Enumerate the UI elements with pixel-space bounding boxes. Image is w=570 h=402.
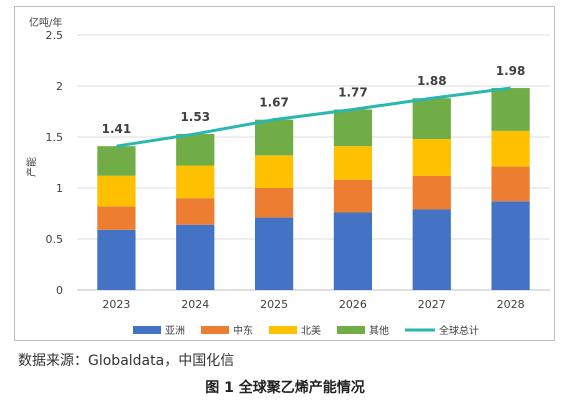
figure-caption: 图 1 全球聚乙烯产能情况 [205,380,365,396]
y-tick-label: 2 [56,80,63,93]
total-line [116,86,511,148]
bar-segment [97,146,136,176]
bar-segment [412,98,451,140]
bar-segment [491,166,530,202]
total-data-label: 1.53 [180,110,210,124]
y-tick-label: 2.5 [46,29,64,42]
bar-segment [254,217,294,290]
bar-segment [412,209,451,290]
y-tick-label: 0 [56,284,63,297]
bar-segment [254,155,294,188]
bar-segment [333,109,373,147]
x-tick-label: 2025 [260,298,288,311]
bar-segment [176,133,215,166]
y-tick-label: 1.5 [46,131,64,144]
x-tick-label: 2024 [181,298,209,311]
bar-segment [333,146,373,180]
y-tick-label: 1 [56,182,63,195]
total-data-label: 1.67 [259,96,289,110]
bar-segment [97,206,136,230]
bar-segment [176,224,215,290]
legend-label: 中东 [233,324,253,337]
y-axis-label: 产能 [25,157,38,177]
legend-swatch [337,326,365,334]
legend-label: 全球总计 [439,324,479,337]
chart-svg: 0 0.5 1 1.5 2 2.5亿吨/年产能 2023 2024 2025 2026 2027 20… [25,16,550,337]
legend-label: 北美 [301,324,321,337]
bar-segment [97,229,136,290]
bar-segment [254,119,294,156]
bar-segment [176,198,215,225]
legend-swatch [201,326,229,334]
bar-segment [333,179,373,213]
total-data-label: 1.77 [338,85,368,99]
x-tick-label: 2027 [418,298,446,311]
bar-segment [491,130,530,167]
y-axis-unit: 亿吨/年 [29,16,62,29]
source-note: 数据来源：Globaldata，中国化信 [18,353,235,369]
total-data-label: 1.88 [417,74,447,88]
bar-segment [176,165,215,199]
bar-segment [333,212,373,290]
bar-segment [412,175,451,210]
total-data-label: 1.41 [102,122,132,136]
legend-label: 亚洲 [165,325,185,337]
bar-segment [97,175,136,207]
chart-frame: 0 0.5 1 1.5 2 2.5 亿吨/年产能 2023 2024 2025 2026 2027 20… [14,6,555,341]
legend-label: 其他 [369,324,389,337]
total-data-label: 1.98 [496,64,526,78]
x-tick-label: 2026 [339,298,367,311]
y-tick-label: 0.5 [46,233,64,246]
x-tick-label: 2028 [497,298,525,311]
bar-segment [254,188,294,218]
bar-segment [491,201,530,290]
legend-swatch [133,326,161,334]
bar-segment [491,88,530,131]
x-tick-label: 2023 [102,298,130,311]
legend-swatch [269,326,297,334]
bar-segment [412,139,451,176]
